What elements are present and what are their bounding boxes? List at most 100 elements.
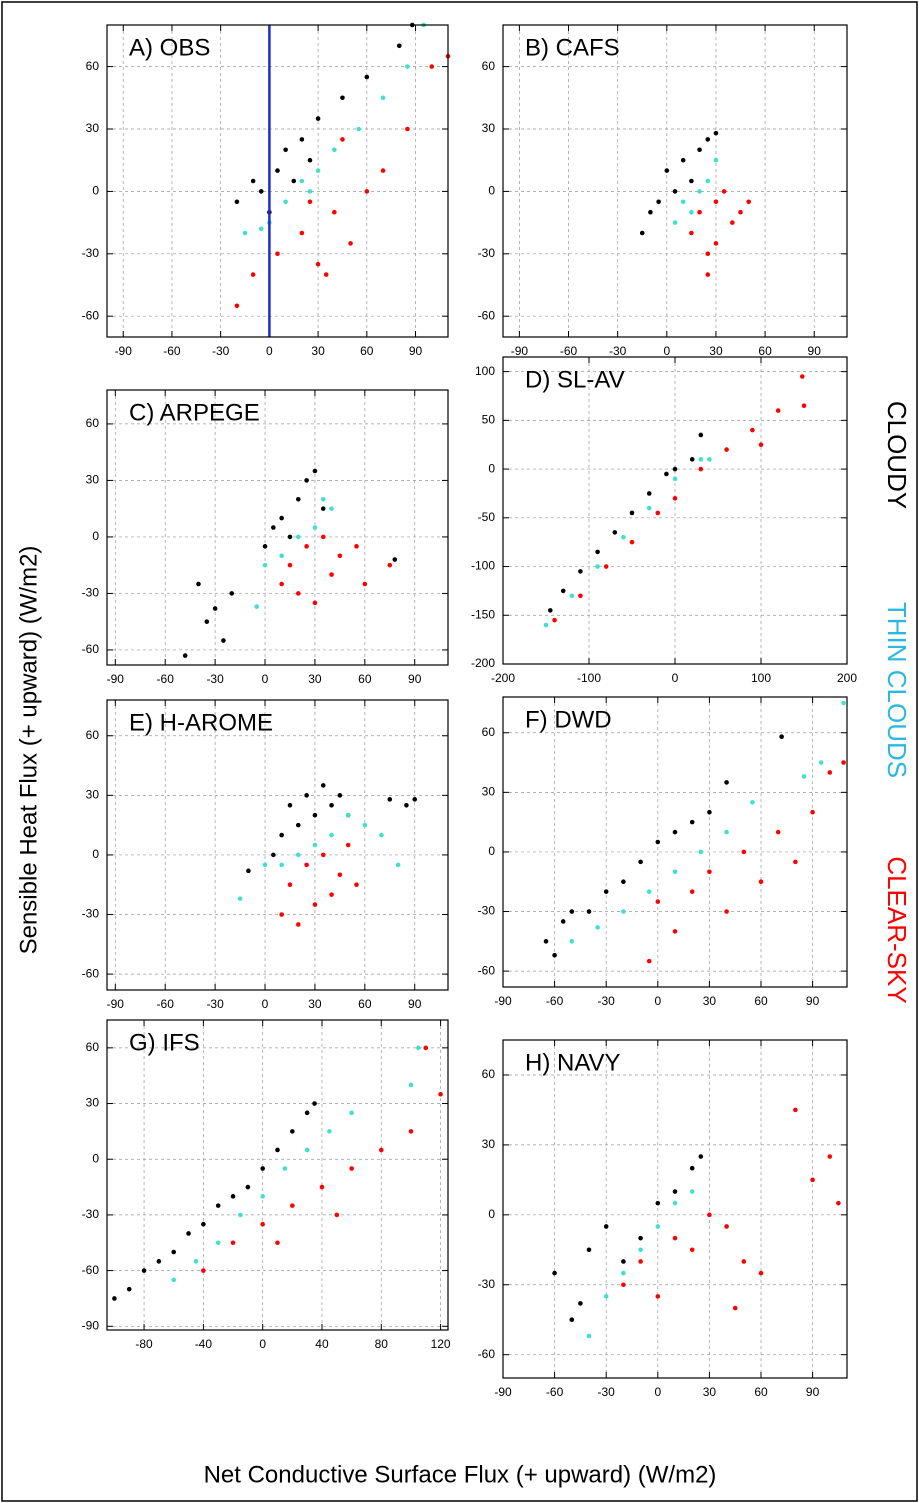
scatter-point [707, 1212, 712, 1218]
x-tick-label: 30 [703, 1385, 717, 1399]
y-tick-label: 50 [482, 413, 496, 427]
scatter-point [258, 226, 264, 232]
scatter-point [295, 591, 301, 596]
scatter-point [689, 1189, 695, 1194]
y-tick-label: -50 [478, 510, 496, 524]
x-tick-label: 60 [754, 1385, 768, 1399]
x-tick-label: 60 [360, 344, 374, 358]
x-tick-label: -40 [195, 1337, 213, 1351]
x-tick-label: 30 [703, 994, 717, 1008]
x-tick-label: 200 [837, 671, 857, 685]
x-tick-label: 90 [408, 672, 422, 686]
scatter-point [258, 189, 264, 194]
x-tick-label: -30 [212, 344, 230, 358]
scatter-point [793, 1107, 798, 1113]
x-tick-label: 90 [409, 344, 423, 358]
scatter-point [793, 859, 798, 865]
scatter-point [230, 1240, 236, 1246]
scatter-point [646, 958, 652, 964]
x-tick-label: -30 [206, 672, 224, 686]
plot-frame [106, 389, 449, 666]
scatter-point [560, 919, 566, 924]
scatter-point [295, 822, 301, 828]
x-tick-label: -60 [546, 994, 564, 1008]
scatter-point [299, 137, 305, 142]
scatter-point [279, 553, 284, 559]
x-tick-label: 30 [311, 344, 325, 358]
scatter-point [672, 1200, 678, 1206]
scatter-point [779, 734, 784, 740]
scatter-point [595, 564, 600, 569]
panel: -60 -30 0 30 60 -90 -60 -30 0 30 60 90 B) CAFS [478, 24, 848, 358]
plot-frame [106, 1019, 449, 1331]
x-tick-label: -80 [135, 1337, 153, 1351]
scatter-point [345, 812, 351, 818]
scatter-point [569, 593, 575, 599]
scatter-point [215, 1203, 221, 1208]
scatter-point [672, 929, 678, 934]
scatter-point [304, 862, 309, 868]
y-tick-label: -30 [82, 586, 100, 600]
scatter-point [283, 147, 288, 153]
scatter-point [234, 303, 240, 309]
scatter-point [672, 189, 678, 194]
scatter-point [672, 220, 678, 225]
scatter-point [629, 510, 635, 516]
scatter-point [304, 544, 309, 549]
scatter-point [307, 157, 313, 163]
scatter-point [713, 130, 719, 136]
scatter-point [279, 581, 284, 587]
y-tick-label: 60 [482, 1067, 496, 1081]
scatter-point [552, 1270, 557, 1276]
scatter-point [799, 374, 805, 379]
x-tick-label: 0 [266, 344, 273, 358]
scatter-point [126, 1286, 132, 1292]
scatter-point [320, 506, 326, 511]
scatter-point [655, 1294, 661, 1299]
panel-title: F) DWD [525, 706, 612, 733]
scatter-point [260, 1194, 265, 1199]
y-tick-label: -60 [82, 308, 100, 322]
scatter-point [775, 829, 781, 835]
scatter-point [655, 1224, 661, 1229]
scatter-point [271, 852, 276, 858]
scatter-point [827, 1154, 833, 1159]
scatter-point [560, 588, 566, 594]
scatter-point [404, 802, 409, 808]
x-tick-label: 120 [431, 1337, 451, 1351]
x-tick-label: 60 [754, 994, 768, 1008]
scatter-point [603, 889, 609, 894]
x-tick-label: 30 [308, 672, 322, 686]
scatter-point [112, 1296, 117, 1301]
x-tick-label: 0 [259, 1337, 266, 1351]
scatter-point [578, 1301, 583, 1306]
scatter-point [378, 1147, 384, 1153]
scatter-point [332, 209, 337, 215]
scatter-point [621, 1259, 626, 1264]
scatter-point [295, 496, 301, 502]
scatter-point [396, 43, 402, 49]
scatter-point [201, 1221, 206, 1227]
x-tick-label: 90 [806, 994, 820, 1008]
scatter-point [275, 251, 280, 257]
scatter-point [196, 581, 201, 587]
plot-frame [106, 24, 449, 338]
scatter-point [171, 1277, 177, 1283]
y-tick-label: 0 [488, 184, 495, 198]
scatter-point [672, 1189, 678, 1194]
plot-frame [502, 356, 848, 665]
panel-title: G) IFS [129, 1029, 200, 1056]
scatter-point [141, 1268, 147, 1273]
scatter-point [707, 457, 712, 462]
y-axis-label: Sensible Heat Flux (+ upward) (W/m2) [15, 546, 42, 955]
y-tick-label: 100 [475, 364, 495, 378]
scatter-point [672, 476, 678, 482]
scatter-point [362, 581, 368, 587]
scatter-point [724, 1224, 729, 1229]
scatter-point [801, 774, 807, 779]
scatter-point [245, 1184, 251, 1190]
scatter-point [629, 539, 635, 545]
scatter-point [312, 812, 318, 818]
scatter-point [672, 496, 678, 501]
scatter-point [323, 272, 329, 277]
